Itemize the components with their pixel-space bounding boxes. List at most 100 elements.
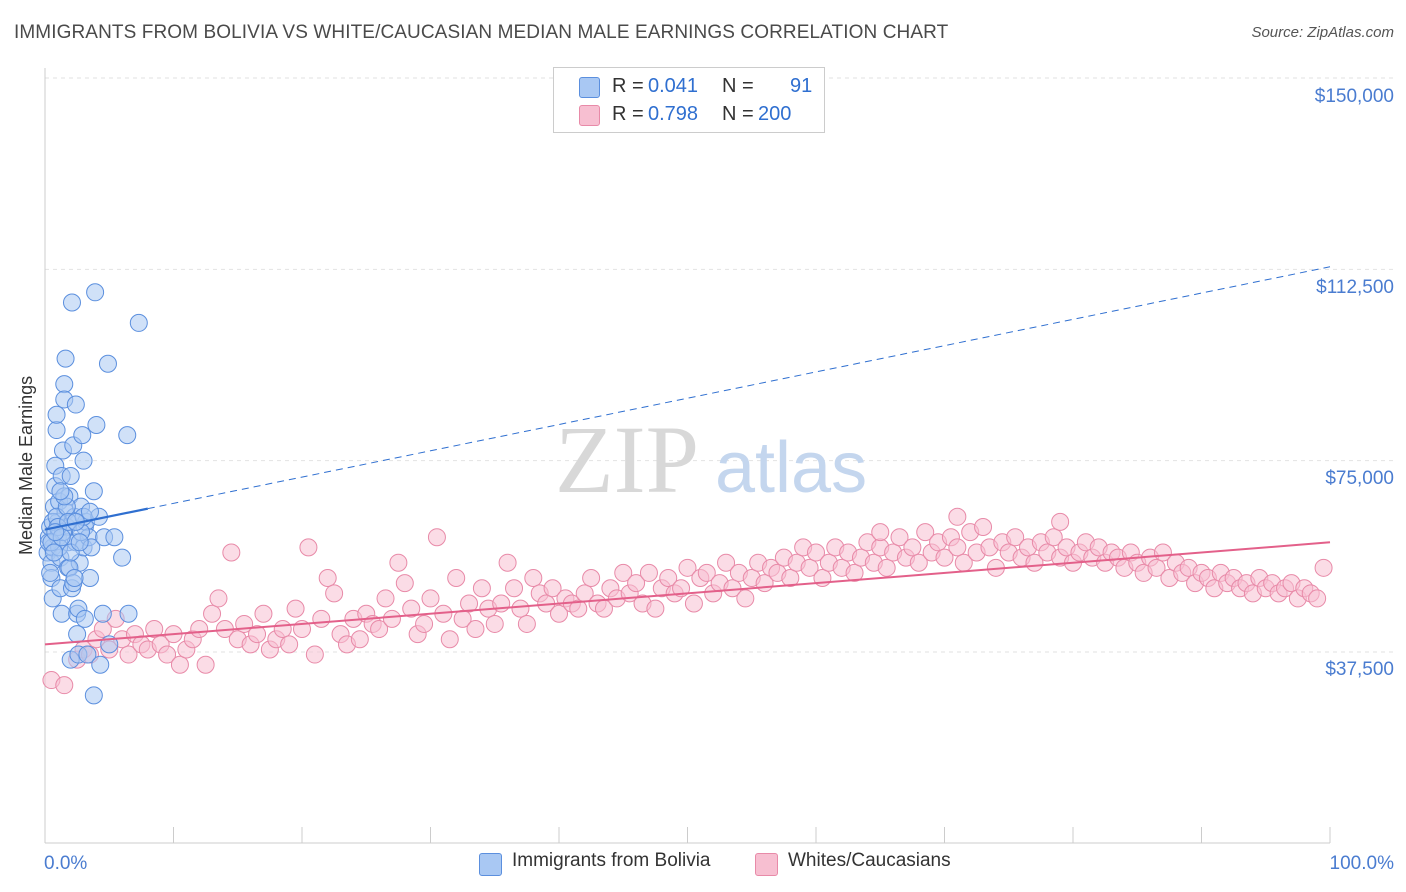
bolivia-point xyxy=(41,563,60,582)
whites-point xyxy=(299,538,318,557)
r-value: 0.041 xyxy=(648,75,699,97)
bolivia-points xyxy=(38,283,148,705)
watermark-atlas: atlas xyxy=(715,428,867,508)
axes xyxy=(44,68,1331,844)
whites-point xyxy=(627,574,646,593)
bolivia-point xyxy=(66,395,85,414)
whites-point xyxy=(697,563,716,582)
bolivia-trend-line xyxy=(44,507,149,531)
r-label: R = xyxy=(612,75,644,97)
whites-point xyxy=(646,599,665,618)
whites-point xyxy=(582,569,601,588)
bolivia-point xyxy=(44,543,63,562)
bolivia-point xyxy=(84,482,103,501)
whites-point xyxy=(871,523,890,542)
bolivia-point xyxy=(74,451,93,470)
whites-point xyxy=(119,645,138,664)
whites-point xyxy=(447,569,466,588)
whites-point xyxy=(1044,528,1063,547)
bolivia-point xyxy=(86,283,105,302)
whites-point xyxy=(145,620,164,639)
trend-lines xyxy=(44,266,1331,646)
whites-point xyxy=(376,589,395,608)
x-tick-label: 100.0% xyxy=(1329,853,1394,874)
whites-point xyxy=(543,579,562,598)
whites-point xyxy=(203,604,222,623)
whites-point xyxy=(222,543,241,562)
whites-point xyxy=(877,558,896,577)
legend-bolivia-label: Immigrants from Bolivia xyxy=(512,850,711,871)
n-label: N = xyxy=(722,75,754,97)
bolivia-point xyxy=(55,375,74,394)
whites-point xyxy=(672,579,691,598)
bolivia-point xyxy=(47,421,66,440)
bolivia-point xyxy=(73,426,92,445)
bolivia-point xyxy=(68,625,87,644)
bolivia-point xyxy=(105,528,124,547)
r-label: R = xyxy=(612,103,644,125)
legend-whites-label: Whites/Caucasians xyxy=(788,850,951,871)
watermark-zip: ZIP xyxy=(555,406,699,513)
y-tick-label: $112,500 xyxy=(1316,277,1394,298)
bolivia-point xyxy=(119,604,138,623)
bolivia-point xyxy=(80,569,99,588)
whites-trend-line xyxy=(44,541,1331,646)
bolivia-point xyxy=(80,502,99,521)
bolivia-point xyxy=(75,609,94,628)
legend-bolivia-swatch xyxy=(479,853,502,876)
y-tick-label: $150,000 xyxy=(1314,86,1394,107)
whites-point xyxy=(248,625,267,644)
bolivia-point xyxy=(70,533,89,552)
whites-point xyxy=(909,553,928,572)
n-label: N = xyxy=(722,103,754,125)
bolivia-point xyxy=(118,426,137,445)
whites-point xyxy=(421,589,440,608)
whites-point xyxy=(170,655,189,674)
whites-point xyxy=(736,589,755,608)
whites-point xyxy=(190,620,209,639)
whites-point xyxy=(402,599,421,618)
bolivia-point xyxy=(65,569,84,588)
bolivia-point xyxy=(62,293,81,312)
whites-point xyxy=(1051,512,1070,531)
whites-point xyxy=(800,558,819,577)
whites-point xyxy=(209,589,228,608)
whites-point xyxy=(511,599,530,618)
legend-row-bolivia: R = 0.041 N = 91 xyxy=(554,72,824,102)
whites-point xyxy=(807,543,825,562)
whites-point xyxy=(158,645,177,664)
whites-point xyxy=(781,569,800,588)
whites-point xyxy=(55,676,74,695)
whites-point xyxy=(935,548,954,567)
whites-point xyxy=(350,630,369,649)
bolivia-point xyxy=(113,548,132,567)
whites-point xyxy=(1147,558,1166,577)
bolivia-point xyxy=(61,466,80,485)
whites-point xyxy=(312,609,331,628)
bolivia-point xyxy=(98,354,117,373)
bolivia-point xyxy=(52,604,71,623)
bolivia-point xyxy=(47,405,66,424)
whites-point xyxy=(524,569,543,588)
bolivia-point xyxy=(51,482,70,501)
whites-point xyxy=(845,563,864,582)
whites-point xyxy=(1006,528,1025,547)
whites-point xyxy=(325,584,344,603)
whites-swatch xyxy=(579,105,600,126)
whites-point xyxy=(370,620,389,639)
whites-point xyxy=(395,574,414,593)
whites-point xyxy=(382,609,401,628)
whites-point xyxy=(273,620,292,639)
whites-point xyxy=(948,538,967,557)
whites-point xyxy=(460,594,479,613)
whites-point xyxy=(254,604,273,623)
whites-point xyxy=(948,507,967,526)
bolivia-point xyxy=(56,349,75,368)
x-tick-label: 0.0% xyxy=(44,853,88,874)
whites-point xyxy=(1314,558,1333,577)
whites-point xyxy=(280,635,299,654)
r-value: 0.798 xyxy=(648,103,699,125)
whites-point xyxy=(659,569,678,588)
source-label: Source: ZipAtlas.com xyxy=(1251,24,1394,41)
